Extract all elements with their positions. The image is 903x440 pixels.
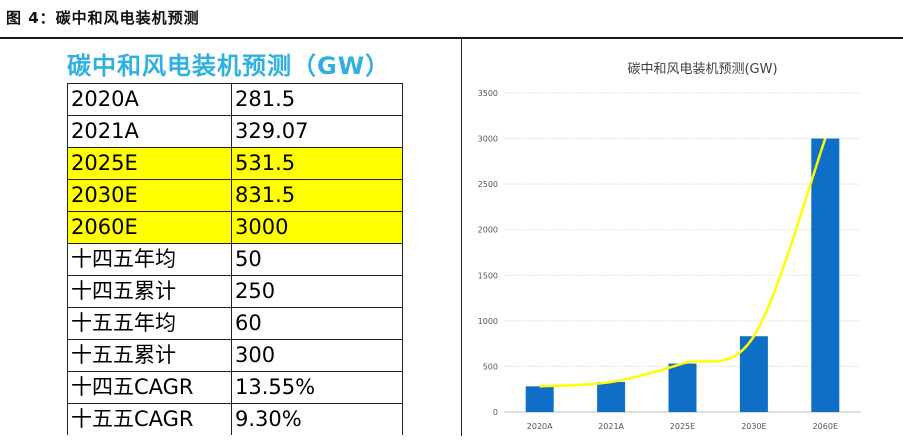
y-tick-label: 2000: [478, 226, 498, 235]
y-tick-label: 3500: [478, 89, 498, 98]
table-title: 碳中和风电装机预测（GW）: [67, 52, 391, 80]
y-tick-label: 500: [483, 362, 498, 371]
forecast-table: 2020A 281.5 2021A 329.07 2025E 531.5 2030E 831.…: [67, 83, 403, 435]
row-value: 13.55%: [231, 371, 403, 404]
row-label: 十五五累计: [67, 339, 232, 372]
x-tick-label: 2020A: [527, 422, 553, 431]
table-row: 2030E 831.5: [67, 179, 403, 212]
row-label: 2025E: [67, 147, 232, 180]
panel-divider: [461, 39, 462, 436]
row-label: 十五五年均: [67, 307, 232, 340]
table-row: 十四五年均 50: [67, 243, 403, 276]
row-label: 十四五CAGR: [67, 371, 232, 404]
chart-panel: 碳中和风电装机预测(GW) 0 500 1000 1500 2000 2500 3000 350…: [463, 40, 903, 436]
bar: [597, 382, 626, 412]
row-label: 十四五年均: [67, 243, 232, 276]
y-tick-label: 2500: [478, 180, 498, 189]
y-tick-label: 0: [493, 408, 498, 417]
forecast-table-panel: 碳中和风电装机预测（GW） 2020A 281.5 2021A 329.07 2025E…: [67, 50, 403, 435]
figure-caption: 图 4：碳中和风电装机预测: [6, 9, 200, 27]
row-value: 831.5: [231, 179, 403, 212]
row-value: 250: [231, 275, 403, 308]
trend-line: [539, 138, 827, 388]
y-tick-label: 1500: [478, 271, 498, 280]
x-tick-label: 2060E: [813, 422, 838, 431]
row-label: 2030E: [67, 179, 232, 212]
table-row: 十四五CAGR 13.55%: [67, 371, 403, 404]
row-value: 329.07: [231, 115, 403, 148]
row-value: 281.5: [231, 83, 403, 116]
row-value: 50: [231, 243, 403, 276]
y-tick-label: 3000: [478, 135, 498, 144]
table-row: 2025E 531.5: [67, 147, 403, 180]
row-value: 300: [231, 339, 403, 372]
row-label: 十四五累计: [67, 275, 232, 308]
table-row: 十四五累计 250: [67, 275, 403, 308]
row-value: 531.5: [231, 147, 403, 180]
bar: [668, 363, 697, 412]
row-value: 3000: [231, 211, 403, 244]
forecast-table-body: 2020A 281.5 2021A 329.07 2025E 531.5 2030E 831.…: [67, 83, 403, 435]
row-value: 9.30%: [231, 403, 403, 435]
table-row: 2060E 3000: [67, 211, 403, 244]
row-label: 十五五CAGR: [67, 403, 232, 435]
table-row: 十五五累计 300: [67, 339, 403, 372]
row-label: 2021A: [67, 115, 232, 148]
bar: [811, 138, 840, 413]
table-row: 2021A 329.07: [67, 115, 403, 148]
caption-rule: [0, 37, 903, 39]
y-tick-label: 1000: [478, 317, 498, 326]
table-row: 十五五CAGR 9.30%: [67, 403, 403, 435]
row-label: 2060E: [67, 211, 232, 244]
table-row: 2020A 281.5: [67, 83, 403, 116]
bar: [525, 386, 554, 412]
row-value: 60: [231, 307, 403, 340]
row-label: 2020A: [67, 83, 232, 116]
x-tick-label: 2021A: [598, 422, 624, 431]
x-tick-label: 2025E: [670, 422, 695, 431]
x-tick-label: 2030E: [741, 422, 766, 431]
chart-title: 碳中和风电装机预测(GW): [627, 62, 777, 77]
bar-line-chart: 碳中和风电装机预测(GW) 0 500 1000 1500 2000 2500 3000 350…: [478, 62, 861, 431]
table-row: 十五五年均 60: [67, 307, 403, 340]
